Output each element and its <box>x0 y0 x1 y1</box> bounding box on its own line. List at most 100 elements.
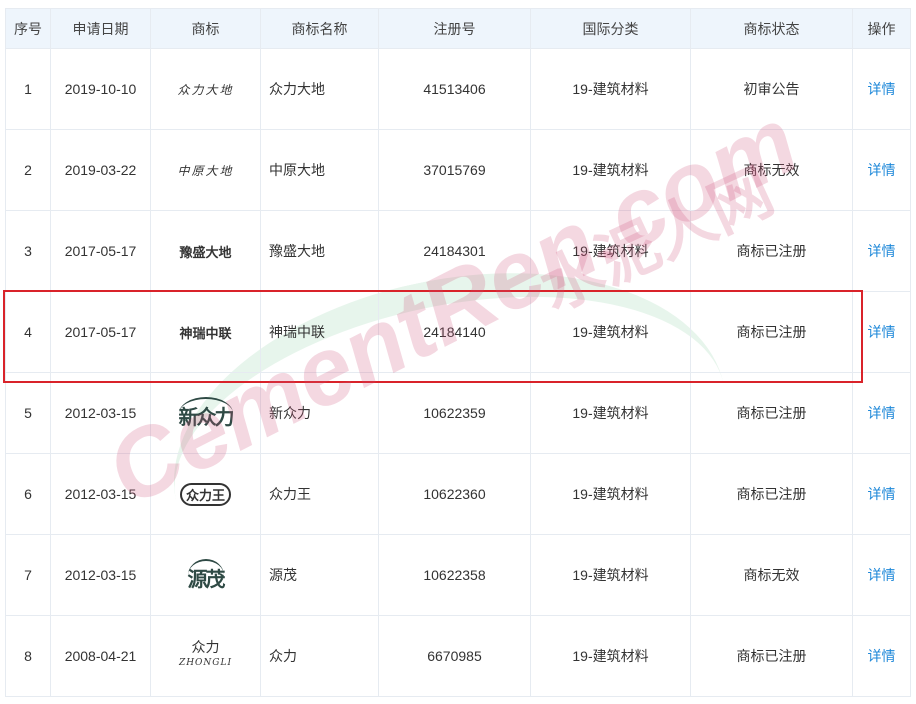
trademark-logo: 新众力 <box>150 372 261 454</box>
apply-date: 2012-03-15 <box>50 534 151 616</box>
trademark-name-text: 神瑞中联 <box>269 324 325 340</box>
registration-number-text: 6670985 <box>427 648 482 664</box>
logo-text: 豫盛大地 <box>179 245 232 261</box>
details-link[interactable]: 详情 <box>852 129 911 211</box>
logo-text: 众力王 <box>185 488 225 504</box>
registration-number-text: 24184301 <box>423 243 486 259</box>
international-class: 19-建筑材料 <box>530 48 691 130</box>
logo-text: 新众力 <box>178 404 235 429</box>
trademark-logo: 众力大地 <box>150 48 261 130</box>
international-class-text: 19-建筑材料 <box>572 162 649 178</box>
trademark-logo-image: 源茂 <box>187 558 226 592</box>
row-index-text: 1 <box>24 81 32 97</box>
details-link-text[interactable]: 详情 <box>867 567 896 583</box>
international-class-text: 19-建筑材料 <box>572 324 649 340</box>
trademark-logo-image: 豫盛大地 <box>179 242 231 261</box>
trademark-logo: 众力 ZHONGLI <box>150 615 261 697</box>
trademark-status-text: 商标已注册 <box>736 486 807 502</box>
international-class: 19-建筑材料 <box>530 453 691 535</box>
trademark-status-text: 商标已注册 <box>736 324 807 340</box>
apply-date: 2019-03-22 <box>50 129 151 211</box>
international-class: 19-建筑材料 <box>530 129 691 211</box>
trademark-logo-image: 众力 ZHONGLI <box>179 641 232 671</box>
row-index-text: 2 <box>24 162 32 178</box>
registration-number: 41513406 <box>378 48 531 130</box>
apply-date: 2008-04-21 <box>50 615 151 697</box>
row-index: 3 <box>5 210 51 292</box>
trademark-name: 豫盛大地 <box>260 210 379 292</box>
header-action: 操作 <box>852 8 911 49</box>
details-link[interactable]: 详情 <box>852 210 911 292</box>
table-row: 3 2017-05-17 豫盛大地 豫盛大地 24184301 19-建筑材料 商标已注册 详… <box>5 210 911 292</box>
trademark-logo-image: 众力大地 <box>177 81 233 98</box>
details-link[interactable]: 详情 <box>852 615 911 697</box>
details-link-text[interactable]: 详情 <box>867 648 896 664</box>
trademark-name-text: 源茂 <box>269 567 297 583</box>
trademark-logo-image: 中原大地 <box>177 162 233 179</box>
details-link[interactable]: 详情 <box>852 372 911 454</box>
registration-number: 24184140 <box>378 291 531 373</box>
registration-number: 24184301 <box>378 210 531 292</box>
registration-number-text: 10622359 <box>423 405 486 421</box>
registration-number-text: 24184140 <box>423 324 486 340</box>
international-class-text: 19-建筑材料 <box>572 243 649 259</box>
registration-number-text: 10622360 <box>423 486 486 502</box>
details-link[interactable]: 详情 <box>852 48 911 130</box>
trademark-name: 神瑞中联 <box>260 291 379 373</box>
international-class: 19-建筑材料 <box>530 372 691 454</box>
row-index: 1 <box>5 48 51 130</box>
international-class-text: 19-建筑材料 <box>572 648 649 664</box>
registration-number: 10622359 <box>378 372 531 454</box>
header-status: 商标状态 <box>690 8 853 49</box>
international-class: 19-建筑材料 <box>530 291 691 373</box>
details-link-text[interactable]: 详情 <box>867 486 896 502</box>
header-reg-no: 注册号 <box>378 8 531 49</box>
international-class: 19-建筑材料 <box>530 534 691 616</box>
trademark-name: 源茂 <box>260 534 379 616</box>
trademark-name-text: 众力 <box>269 648 297 664</box>
details-link-text[interactable]: 详情 <box>867 81 896 97</box>
trademark-logo-image: 众力王 <box>179 482 231 506</box>
trademark-name: 众力王 <box>260 453 379 535</box>
trademark-name: 众力大地 <box>260 48 379 130</box>
trademark-name-text: 众力大地 <box>269 81 325 97</box>
trademark-logo: 神瑞中联 <box>150 291 261 373</box>
apply-date-text: 2017-05-17 <box>64 243 137 259</box>
details-link[interactable]: 详情 <box>852 291 911 373</box>
trademark-logo: 中原大地 <box>150 129 261 211</box>
apply-date-text: 2012-03-15 <box>64 405 137 421</box>
logo-text: 众力 <box>191 640 220 656</box>
details-link-text[interactable]: 详情 <box>867 243 896 259</box>
trademark-name-text: 中原大地 <box>269 162 325 178</box>
details-link-text[interactable]: 详情 <box>867 324 896 340</box>
apply-date: 2017-05-17 <box>50 210 151 292</box>
apply-date: 2017-05-17 <box>50 291 151 373</box>
details-link[interactable]: 详情 <box>852 453 911 535</box>
trademark-name: 中原大地 <box>260 129 379 211</box>
registration-number: 10622360 <box>378 453 531 535</box>
registration-number: 6670985 <box>378 615 531 697</box>
international-class-text: 19-建筑材料 <box>572 567 649 583</box>
table-row: 4 2017-05-17 神瑞中联 神瑞中联 24184140 19-建筑材料 商标已注册 详… <box>5 291 911 373</box>
table-row: 6 2012-03-15 众力王 众力王 10622360 19-建筑材料 商标已注册 详情 <box>5 453 911 535</box>
international-class-text: 19-建筑材料 <box>572 405 649 421</box>
trademark-status: 初审公告 <box>690 48 853 130</box>
apply-date: 2012-03-15 <box>50 453 151 535</box>
trademark-status: 商标已注册 <box>690 453 853 535</box>
details-link-text[interactable]: 详情 <box>867 405 896 421</box>
details-link[interactable]: 详情 <box>852 534 911 616</box>
row-index-text: 3 <box>24 243 32 259</box>
trademark-table: 序号 申请日期 商标 商标名称 注册号 国际分类 商标状态 操作 1 2019-10-10 众力大… <box>5 8 911 697</box>
row-index: 4 <box>5 291 51 373</box>
row-index: 5 <box>5 372 51 454</box>
logo-text: 众力大地 <box>177 82 234 97</box>
header-class: 国际分类 <box>530 8 691 49</box>
trademark-status-text: 商标已注册 <box>736 405 807 421</box>
trademark-name: 新众力 <box>260 372 379 454</box>
table-row: 2 2019-03-22 中原大地 中原大地 37015769 19-建筑材料 商标无效 详情 <box>5 129 911 211</box>
international-class: 19-建筑材料 <box>530 210 691 292</box>
row-index: 8 <box>5 615 51 697</box>
header-apply-date: 申请日期 <box>50 8 151 49</box>
trademark-status-text: 初审公告 <box>743 81 800 97</box>
details-link-text[interactable]: 详情 <box>867 162 896 178</box>
